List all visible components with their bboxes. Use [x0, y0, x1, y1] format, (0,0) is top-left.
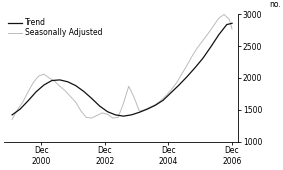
- Legend: Trend, Seasonally Adjusted: Trend, Seasonally Adjusted: [8, 18, 102, 37]
- Y-axis label: no.: no.: [269, 0, 281, 9]
